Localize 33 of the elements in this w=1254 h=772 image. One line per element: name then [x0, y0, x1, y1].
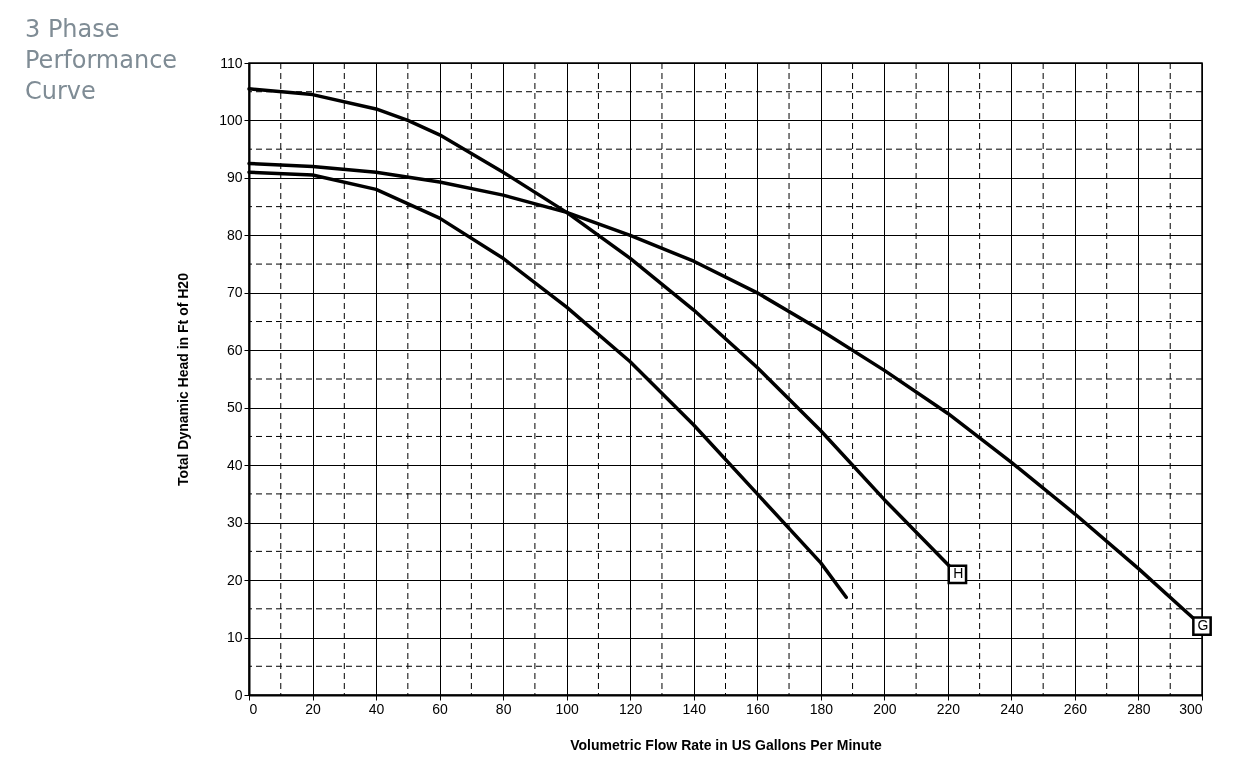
x-tick-label: 300 — [1179, 700, 1203, 717]
x-tick-label: 260 — [1063, 700, 1088, 717]
y-tick-label: 40 — [226, 456, 243, 473]
x-tick-label: 180 — [809, 700, 834, 717]
x-tick-label: 240 — [1000, 700, 1024, 717]
x-tick-label: 20 — [305, 700, 322, 717]
chart-title: 3 Phase Performance Curve — [25, 14, 179, 107]
y-tick-label: 90 — [226, 169, 243, 186]
x-axis-title: Volumetric Flow Rate in US Gallons Per Minute — [570, 736, 883, 753]
y-tick-label: 80 — [226, 226, 243, 243]
x-tick-label: 140 — [682, 700, 707, 717]
series-label: G — [1197, 617, 1209, 634]
y-tick-label: 20 — [226, 571, 243, 588]
y-tick-label: 70 — [226, 284, 243, 301]
y-tick-label: 50 — [226, 399, 243, 416]
y-axis-title: Total Dynamic Head in Ft of H20 — [175, 272, 192, 486]
x-tick-label: 60 — [432, 700, 449, 717]
x-tick-label: 0 — [249, 700, 258, 717]
x-tick-label: 160 — [746, 700, 770, 717]
x-tick-label: 120 — [619, 700, 643, 717]
series-label: H — [953, 565, 964, 582]
x-tick-label: 80 — [495, 700, 512, 717]
y-tick-label: 110 — [220, 54, 243, 71]
y-tick-label: 0 — [234, 686, 243, 703]
x-tick-label: 200 — [873, 700, 897, 717]
x-tick-label: 280 — [1127, 700, 1151, 717]
x-tick-label: 40 — [368, 700, 385, 717]
y-tick-label: 60 — [226, 341, 243, 358]
y-tick-label: 10 — [226, 629, 243, 646]
y-tick-label: 30 — [226, 514, 243, 531]
x-tick-label: 100 — [555, 700, 580, 717]
y-tick-label: 100 — [219, 111, 243, 128]
x-tick-label: 220 — [936, 700, 961, 717]
